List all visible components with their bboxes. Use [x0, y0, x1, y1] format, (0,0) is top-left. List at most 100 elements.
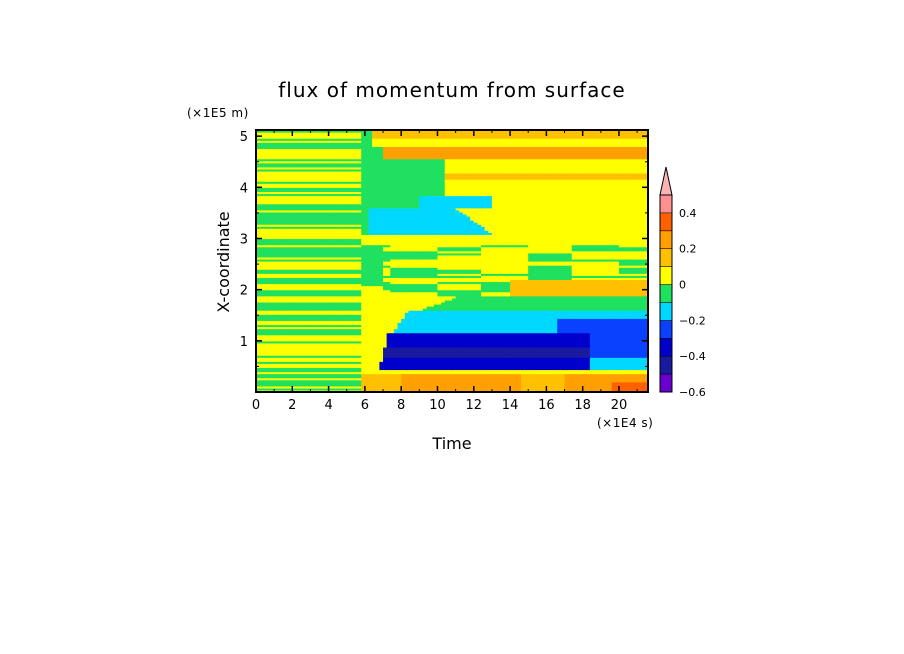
heatmap-cell	[364, 201, 370, 205]
heatmap-cell	[270, 211, 275, 215]
heatmap-cell	[288, 287, 293, 291]
heatmap-cell	[270, 369, 275, 373]
heatmap-cell	[357, 256, 362, 260]
heatmap-cell	[361, 205, 366, 209]
heatmap-cell	[364, 351, 370, 354]
heatmap-cell	[339, 168, 344, 172]
heatmap-cell	[281, 236, 286, 240]
heatmap-cell	[354, 175, 359, 178]
heatmap-cell	[274, 203, 279, 207]
heatmap-cell	[364, 172, 370, 176]
heatmap-cell	[317, 205, 322, 209]
heatmap-cell	[346, 287, 351, 291]
heatmap-cell	[364, 154, 370, 158]
heatmap-cell	[328, 160, 333, 164]
heatmap-cell	[332, 349, 337, 352]
heatmap-cell	[324, 310, 330, 313]
heatmap-cell	[285, 168, 290, 172]
heatmap-cell	[321, 238, 326, 242]
heatmap-cell	[339, 269, 344, 272]
heatmap-cell	[321, 381, 326, 385]
heatmap-cell	[314, 267, 319, 270]
heatmap-cell	[361, 144, 366, 147]
heatmap-cell	[259, 299, 264, 303]
heatmap-cell	[350, 130, 355, 133]
heatmap-cell	[343, 299, 348, 303]
heatmap-cell	[274, 144, 279, 147]
heatmap-cell	[317, 289, 322, 293]
heatmap-cell	[310, 328, 315, 332]
heatmap-cell	[368, 310, 373, 313]
heatmap-cell	[270, 140, 275, 143]
heatmap-cell	[274, 381, 279, 385]
heatmap-cell	[281, 381, 286, 385]
heatmap-cell	[288, 301, 293, 305]
heatmap-cell	[303, 308, 308, 311]
heatmap-cell	[346, 175, 351, 178]
heatmap-cell	[354, 340, 359, 344]
heatmap-cell	[270, 320, 275, 324]
heatmap-cell	[324, 359, 330, 362]
heatmap-cell	[288, 162, 293, 166]
heatmap-cell	[317, 187, 322, 190]
heatmap-cell	[310, 185, 315, 188]
heatmap-cell	[317, 179, 322, 182]
heatmap-cell	[350, 162, 355, 166]
heatmap-cell	[368, 144, 373, 147]
heatmap-cell	[263, 203, 268, 207]
heatmap-cell	[306, 234, 312, 238]
heatmap-cell	[361, 254, 366, 258]
heatmap-cell	[339, 346, 344, 350]
heatmap-cell	[285, 220, 290, 223]
heatmap-cell	[321, 349, 326, 352]
heatmap-cell	[335, 230, 341, 233]
heatmap-cell	[295, 183, 301, 186]
heatmap-cell	[354, 213, 359, 217]
heatmap-cell	[303, 191, 308, 195]
heatmap-cell	[357, 199, 362, 203]
heatmap-cell	[274, 361, 279, 364]
heatmap-cell	[292, 130, 297, 133]
heatmap-cell	[364, 308, 370, 311]
heatmap-cell	[324, 142, 330, 145]
heatmap-cell	[285, 283, 290, 287]
heatmap-cell	[350, 289, 355, 293]
heatmap-cell	[259, 175, 264, 178]
heatmap-cell	[263, 328, 268, 332]
heatmap-cell	[364, 228, 370, 231]
heatmap-cell	[270, 195, 275, 199]
heatmap-cell	[350, 336, 355, 340]
heatmap-cell	[314, 273, 319, 276]
heatmap-cell	[292, 215, 297, 219]
heatmap-cell	[285, 281, 290, 285]
heatmap-cell	[364, 363, 370, 366]
heatmap-cell	[256, 297, 261, 301]
heatmap-cell	[332, 254, 337, 258]
heatmap-cell	[266, 301, 272, 305]
heatmap-cell	[303, 306, 308, 309]
heatmap-cell	[343, 355, 348, 358]
heatmap-cell	[314, 340, 319, 344]
heatmap-cell	[270, 314, 275, 317]
heatmap-cell	[299, 154, 304, 158]
heatmap-cell	[335, 240, 341, 244]
heatmap-cell	[310, 222, 315, 225]
heatmap-cell	[364, 269, 370, 272]
chart-title: flux of momentum from surface	[278, 78, 625, 102]
heatmap-cell	[372, 344, 377, 348]
heatmap-cell	[350, 242, 355, 246]
heatmap-cell	[288, 142, 293, 145]
heatmap-cell	[372, 185, 377, 188]
heatmap-cell	[368, 146, 373, 150]
heatmap-cell	[263, 293, 268, 297]
heatmap-cell	[299, 252, 304, 256]
heatmap-cell	[361, 140, 366, 143]
heatmap-cell	[270, 138, 275, 141]
heatmap-cell	[314, 320, 319, 324]
heatmap-cell	[335, 160, 341, 164]
heatmap-cell	[343, 320, 348, 324]
heatmap-cell	[256, 242, 261, 246]
heatmap-cell	[350, 334, 355, 338]
heatmap-cell	[361, 215, 366, 219]
heatmap-cell	[292, 308, 297, 311]
